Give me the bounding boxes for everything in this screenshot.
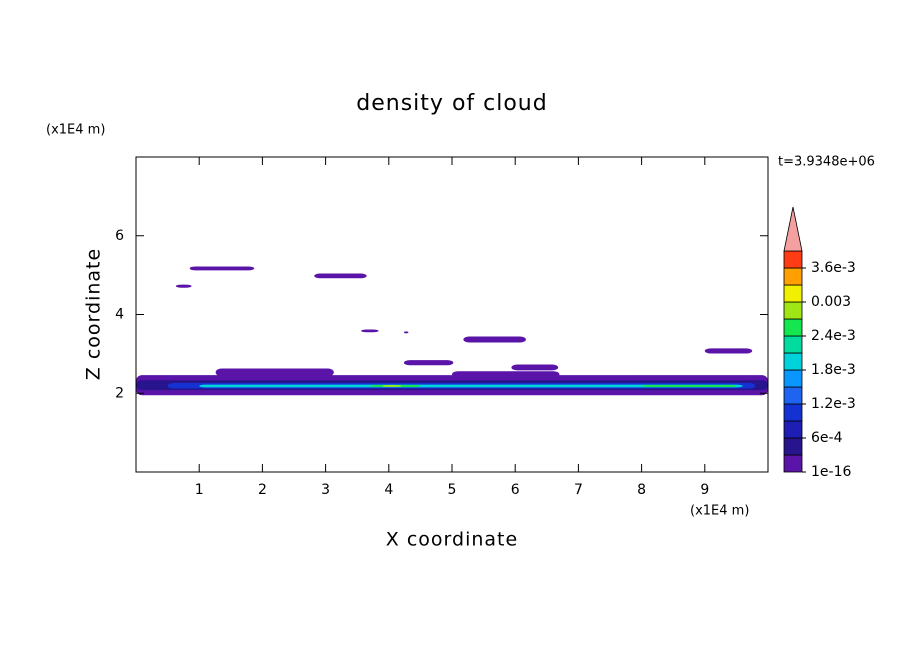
colorbar-box <box>783 437 803 456</box>
colorbar-box <box>783 403 803 422</box>
colorbar-box <box>783 352 803 371</box>
contour-region <box>189 266 255 271</box>
colorbar-box <box>783 267 803 286</box>
y-tick-label: 4 <box>115 307 124 323</box>
contour-region <box>511 364 559 371</box>
y-tick-label: 6 <box>115 228 124 244</box>
colorbar-tick-label: 1.8e-3 <box>811 362 856 378</box>
x-tick-label: 7 <box>574 482 583 498</box>
x-tick-label: 1 <box>195 482 204 498</box>
contour-region <box>314 273 367 279</box>
colorbar-tick-label: 3.6e-3 <box>811 260 856 276</box>
x-tick-label: 6 <box>511 482 520 498</box>
colorbar-tick-label: 1.2e-3 <box>811 396 856 412</box>
contour-region <box>175 284 192 288</box>
colorbar-box <box>783 250 803 269</box>
time-label: t=3.9348e+06 <box>778 155 875 170</box>
x-tick-label: 2 <box>258 482 267 498</box>
contour-region <box>704 348 753 354</box>
contour-region <box>641 384 737 387</box>
colorbar-over <box>783 206 803 252</box>
colorbar-box <box>783 369 803 388</box>
contour-region <box>452 371 560 378</box>
contour-region <box>403 360 454 366</box>
x-unit: (x1E4 m) <box>690 504 749 519</box>
x-tick-label: 9 <box>700 482 709 498</box>
colorbar-tick-label: 2.4e-3 <box>811 328 856 344</box>
x-tick-label: 8 <box>637 482 646 498</box>
colorbar-tick-label: 6e-4 <box>811 430 843 446</box>
x-tick-label: 5 <box>448 482 457 498</box>
colorbar-box <box>783 420 803 439</box>
contour-region <box>360 329 379 333</box>
colorbar-box <box>783 454 803 473</box>
contour-region <box>403 331 409 334</box>
colorbar-box <box>783 335 803 354</box>
colorbar-tick-label: 0.003 <box>811 294 851 310</box>
y-axis-label: Z coordinate <box>83 248 105 380</box>
colorbar-box <box>783 284 803 303</box>
plot-frame <box>135 156 769 473</box>
contour-region <box>199 384 743 388</box>
y-tick-label: 2 <box>115 385 124 401</box>
x-axis-label: X coordinate <box>386 529 518 551</box>
contour-region <box>215 368 334 377</box>
y-unit: (x1E4 m) <box>46 123 105 138</box>
chart-title: density of cloud <box>356 91 547 116</box>
colorbar-box <box>783 301 803 320</box>
contour-region <box>463 336 526 343</box>
colorbar-tick-label: 1e-16 <box>811 464 851 480</box>
x-tick-label: 4 <box>384 482 393 498</box>
contour-region <box>382 385 402 387</box>
colorbar-box <box>783 386 803 405</box>
x-tick-label: 3 <box>321 482 330 498</box>
colorbar-box <box>783 318 803 337</box>
